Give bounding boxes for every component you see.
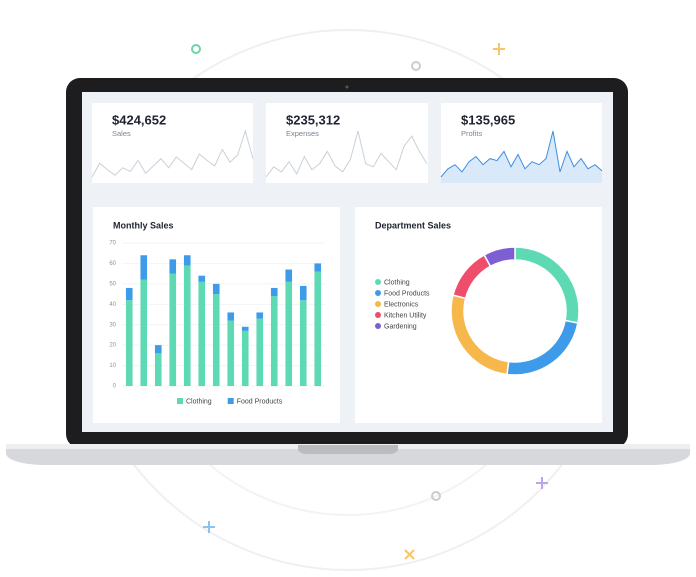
bar-segment xyxy=(183,265,191,386)
bar-segment xyxy=(212,283,220,295)
bar-segment xyxy=(285,269,293,282)
sparkline xyxy=(265,130,428,178)
bar-segment xyxy=(154,353,162,386)
bar-segment xyxy=(140,255,148,280)
bar-segment xyxy=(212,294,220,386)
card xyxy=(355,207,602,423)
bar-segment xyxy=(169,273,177,386)
bar-segment xyxy=(299,300,307,386)
bar-segment xyxy=(241,326,249,331)
deco-o xyxy=(431,491,441,501)
stat-label: Expenses xyxy=(286,129,319,138)
legend-swatch xyxy=(177,398,183,404)
legend-label: Food Products xyxy=(237,398,283,405)
legend-label: Clothing xyxy=(384,279,410,286)
sparkline xyxy=(91,129,254,178)
y-tick-label: 70 xyxy=(109,241,116,247)
legend-dot xyxy=(375,312,381,318)
bar-segment xyxy=(270,287,278,297)
stat-label: Sales xyxy=(112,129,131,138)
y-tick-label: 10 xyxy=(109,363,116,369)
y-tick-label: 20 xyxy=(109,343,116,349)
legend-label: Clothing xyxy=(186,398,212,405)
y-tick-label: 50 xyxy=(109,281,116,287)
bar-segment xyxy=(256,318,264,386)
stat-value: $235,312 xyxy=(286,112,340,127)
bar-segment xyxy=(125,300,133,386)
legend-dot xyxy=(375,301,381,307)
y-tick-label: 40 xyxy=(109,302,116,308)
bar-segment xyxy=(314,271,322,386)
sparkline xyxy=(440,130,603,178)
stat-value: $424,652 xyxy=(112,112,166,127)
bar-segment xyxy=(314,263,322,272)
donut-slice xyxy=(483,246,516,268)
legend-dot xyxy=(375,323,381,329)
legend-label: Food Products xyxy=(384,290,430,297)
y-tick-label: 60 xyxy=(109,261,116,267)
card xyxy=(266,103,428,183)
camera xyxy=(345,85,349,89)
legend-dot xyxy=(375,290,381,296)
stat-value: $135,965 xyxy=(461,112,515,127)
chart-title: Department Sales xyxy=(375,220,451,230)
bar-segment xyxy=(227,320,235,386)
legend-swatch xyxy=(227,398,234,404)
bar-segment xyxy=(270,296,278,386)
deco-plus xyxy=(493,43,505,55)
sparkline-area xyxy=(441,131,602,183)
bar-segment xyxy=(241,330,249,386)
bar-segment xyxy=(154,345,162,354)
bar-segment xyxy=(198,275,206,282)
deco-x xyxy=(404,549,415,560)
legend-label: Gardening xyxy=(384,323,417,330)
deco-o xyxy=(411,61,421,71)
legend-dot xyxy=(375,279,381,285)
bar-segment xyxy=(198,281,206,386)
bar-segment xyxy=(169,259,177,274)
bar-segment xyxy=(285,281,293,386)
card xyxy=(92,103,253,183)
deco-plus xyxy=(203,521,215,533)
stat-label: Profits xyxy=(461,129,483,138)
y-tick-label: 30 xyxy=(109,322,116,328)
bar-segment xyxy=(140,279,148,386)
laptop-base xyxy=(6,445,690,465)
bar-segment xyxy=(183,255,191,266)
y-tick-label: 0 xyxy=(113,384,117,390)
laptop-notch xyxy=(298,445,398,454)
bar-segment xyxy=(125,287,133,301)
bar-segment xyxy=(256,312,264,319)
bar-segment xyxy=(299,285,307,301)
deco-plus xyxy=(536,477,548,489)
bar-segment xyxy=(227,312,235,321)
legend-label: Electronics xyxy=(384,301,419,308)
deco-o xyxy=(191,44,201,54)
chart-title: Monthly Sales xyxy=(113,220,174,230)
legend-label: Kitchen Utility xyxy=(384,312,427,319)
